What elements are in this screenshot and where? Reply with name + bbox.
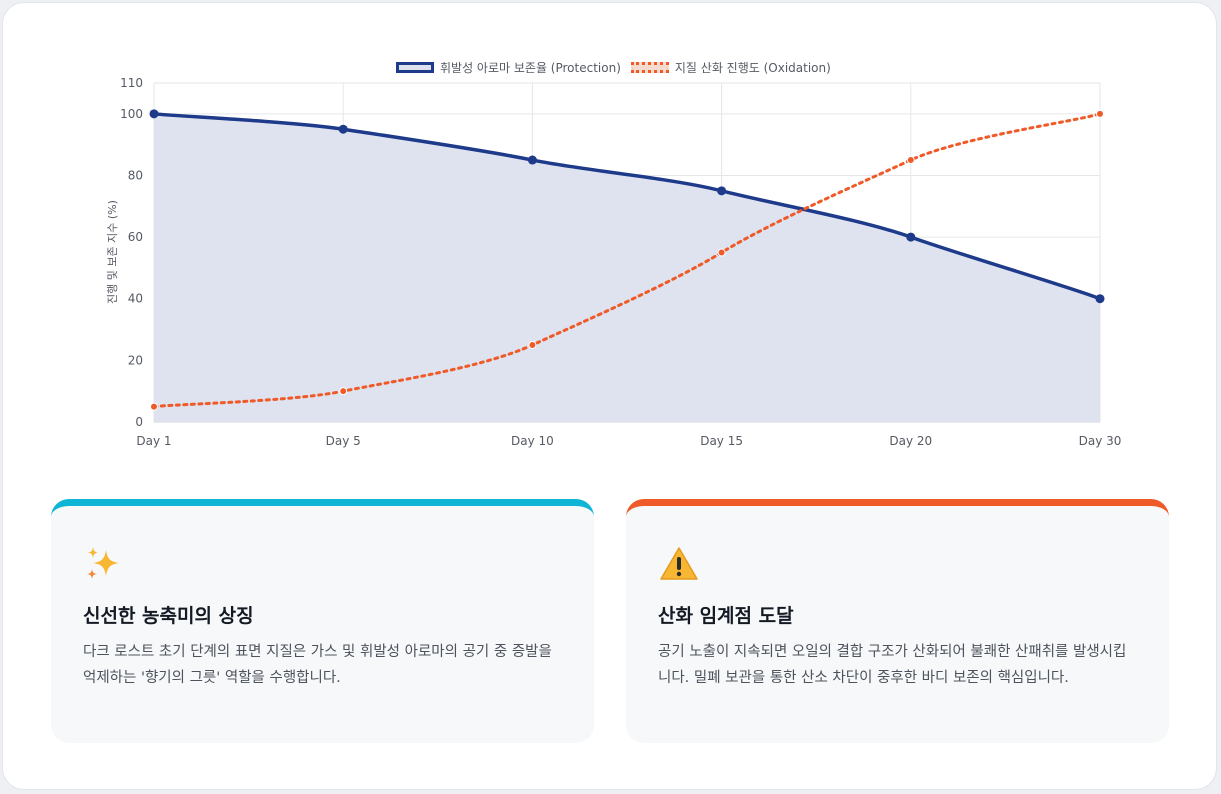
legend-label-oxidation: 지질 산화 진행도 (Oxidation) xyxy=(674,61,831,75)
y-tick-label: 40 xyxy=(128,292,143,306)
x-tick-label: Day 15 xyxy=(700,434,743,448)
protection-point-day-10[interactable] xyxy=(527,155,537,165)
info-card-oxidation: 산화 임계점 도달 공기 노출이 지속되면 오일의 결합 구조가 산화되어 불쾌… xyxy=(626,499,1169,743)
line-chart: 0 20 40 60 80 100 110 Day 1 Day 5 Day 10 Day 15 Da… xyxy=(120,76,1122,448)
oxidation-point-day-1[interactable] xyxy=(150,402,158,411)
protection-area-fill xyxy=(154,113,1100,423)
protection-point-day-30[interactable] xyxy=(1095,294,1105,304)
legend-swatch-oxidation xyxy=(630,62,669,73)
oxidation-point-day-10[interactable] xyxy=(528,340,537,349)
warning-icon xyxy=(660,547,698,580)
oxidation-point-day-30[interactable] xyxy=(1096,109,1104,118)
protection-point-day-5[interactable] xyxy=(338,124,348,134)
legend-swatch-protection xyxy=(396,62,434,73)
chart-legend: 휘발성 아로마 보존율 (Protection) 지질 산화 진행도 (Oxid… xyxy=(396,59,831,76)
x-tick-label: Day 20 xyxy=(889,434,932,448)
protection-line xyxy=(152,112,1102,301)
info-card-fresh: 신선한 농축미의 상징 다크 로스트 초기 단계의 표면 지질은 가스 및 휘발… xyxy=(51,499,594,743)
legend-label-protection: 휘발성 아로마 보존율 (Protection) xyxy=(440,61,621,75)
y-tick-label: 0 xyxy=(135,415,143,429)
sparkles-icon xyxy=(87,547,119,579)
x-tick-label: Day 1 xyxy=(136,434,171,448)
protection-point-day-1[interactable] xyxy=(149,109,159,119)
x-tick-label: Day 5 xyxy=(326,434,361,448)
x-tick-label: Day 30 xyxy=(1079,434,1122,448)
legend-item-oxidation[interactable]: 지질 산화 진행도 (Oxidation) xyxy=(630,59,831,76)
card-title: 신선한 농축미의 상징 xyxy=(83,605,254,627)
legend-item-protection[interactable]: 휘발성 아로마 보존율 (Protection) xyxy=(396,59,621,76)
oxidation-point-day-5[interactable] xyxy=(339,387,348,396)
oxidation-point-day-15[interactable] xyxy=(717,248,726,257)
oxidation-point-day-20[interactable] xyxy=(906,156,915,165)
y-tick-label: 20 xyxy=(128,353,143,367)
card-description: 다크 로스트 초기 단계의 표면 지질은 가스 및 휘발성 아로마의 공기 중 … xyxy=(83,644,552,686)
y-tick-label: 80 xyxy=(128,168,143,182)
card-description: 공기 노출이 지속되면 오일의 결합 구조가 산화되어 불쾌한 산패취를 발생시… xyxy=(658,644,1127,686)
protection-point-day-15[interactable] xyxy=(717,186,727,196)
oxidation-line xyxy=(152,112,1102,409)
card-title: 산화 임계점 도달 xyxy=(658,605,794,627)
x-tick-label: Day 10 xyxy=(511,434,554,448)
y-tick-label: 60 xyxy=(128,230,143,244)
y-tick-label: 100 xyxy=(120,107,143,121)
y-tick-label: 110 xyxy=(120,76,143,90)
y-axis-title: 진행 및 보존 지수 (%) xyxy=(106,200,119,304)
protection-point-day-20[interactable] xyxy=(906,232,916,242)
